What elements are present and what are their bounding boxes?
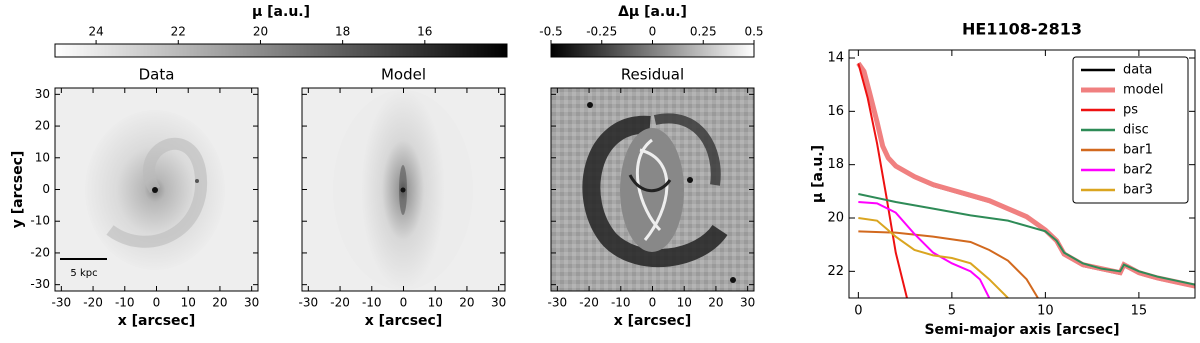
legend (1072, 56, 1189, 204)
tick-label: 20 (459, 296, 474, 310)
y-axis-label: μ [a.u.] (810, 145, 826, 203)
tick-label: -0.5 (539, 25, 562, 39)
tick-label: 10 (35, 150, 50, 164)
tick-label: -10 (362, 296, 382, 310)
tick-label: -30 (299, 296, 319, 310)
tick-label: 24 (88, 25, 103, 39)
legend-label: disc (1123, 123, 1149, 138)
tick-label: 0 (854, 304, 862, 319)
tick-label: -10 (611, 296, 631, 310)
legend-label: bar1 (1123, 143, 1153, 158)
tick-label: 5 (948, 304, 956, 319)
panel-title: Data (139, 66, 175, 84)
panel-title: Residual (621, 66, 684, 84)
tick-label: 16 (417, 25, 432, 39)
legend-label: data (1123, 63, 1152, 78)
tick-label: -30 (548, 296, 568, 310)
tick-label: 20 (827, 211, 844, 226)
tick-label: 0.25 (690, 25, 717, 39)
colorbar (54, 43, 508, 58)
tick-label: 15 (1131, 304, 1148, 319)
tick-label: -30 (52, 296, 72, 310)
tick-label: -20 (83, 296, 103, 310)
legend-label: bar3 (1123, 183, 1153, 198)
tick-label: 14 (827, 51, 844, 66)
frame (848, 49, 1196, 299)
tick-label: 30 (244, 296, 259, 310)
series-line (858, 217, 1009, 298)
tick-label: -20 (579, 296, 599, 310)
series-line (858, 193, 1195, 286)
series-line (858, 201, 991, 298)
x-axis-label: Semi-major axis [arcsec] (924, 322, 1119, 338)
x-axis-label: x [arcsec] (118, 313, 195, 329)
series-line (857, 63, 908, 298)
colorbar-label: μ [a.u.] (252, 4, 310, 20)
legend-label: model (1123, 83, 1163, 98)
tick-label: 20 (35, 119, 50, 133)
tick-label: -20 (330, 296, 350, 310)
tick-label: -0.25 (586, 25, 617, 39)
model-image (302, 88, 505, 291)
legend-label: bar2 (1123, 163, 1153, 178)
series-line (858, 230, 1039, 298)
tick-label: -30 (30, 277, 50, 291)
tick-label: 10 (181, 296, 196, 310)
colorbar (550, 43, 755, 58)
annotation: 5 kpc (70, 268, 97, 279)
x-axis-label: x [arcsec] (365, 313, 442, 329)
data-image (55, 88, 258, 291)
tick-label: -10 (115, 296, 135, 310)
tick-label: -20 (30, 245, 50, 259)
tick-label: 0 (649, 25, 657, 39)
tick-label: 0 (42, 182, 50, 196)
chart-title: HE1108-2813 (962, 20, 1082, 39)
tick-label: 0 (400, 296, 408, 310)
plot-area (856, 61, 1195, 298)
tick-label: 18 (335, 25, 350, 39)
tick-label: 10 (677, 296, 692, 310)
tick-label: 0 (153, 296, 161, 310)
tick-label: -10 (30, 214, 50, 228)
residual-image (551, 88, 754, 291)
tick-label: 30 (35, 87, 50, 101)
legend-label: ps (1123, 103, 1138, 118)
tick-label: 30 (491, 296, 506, 310)
y-axis-label: y [arcsec] (10, 151, 26, 229)
panel-title: Model (381, 66, 426, 84)
tick-label: 10 (1037, 304, 1054, 319)
tick-label: 16 (827, 104, 844, 119)
tick-label: 30 (740, 296, 755, 310)
tick-label: 22 (171, 25, 186, 39)
tick-label: 0 (649, 296, 657, 310)
tick-label: 20 (708, 296, 723, 310)
tick-label: 10 (428, 296, 443, 310)
colorbar-label: Δμ [a.u.] (618, 4, 687, 20)
tick-label: 18 (827, 157, 844, 172)
tick-label: 0.5 (744, 25, 763, 39)
tick-label: 20 (253, 25, 268, 39)
tick-label: 22 (827, 264, 844, 279)
x-axis-label: x [arcsec] (614, 313, 691, 329)
tick-label: 20 (212, 296, 227, 310)
